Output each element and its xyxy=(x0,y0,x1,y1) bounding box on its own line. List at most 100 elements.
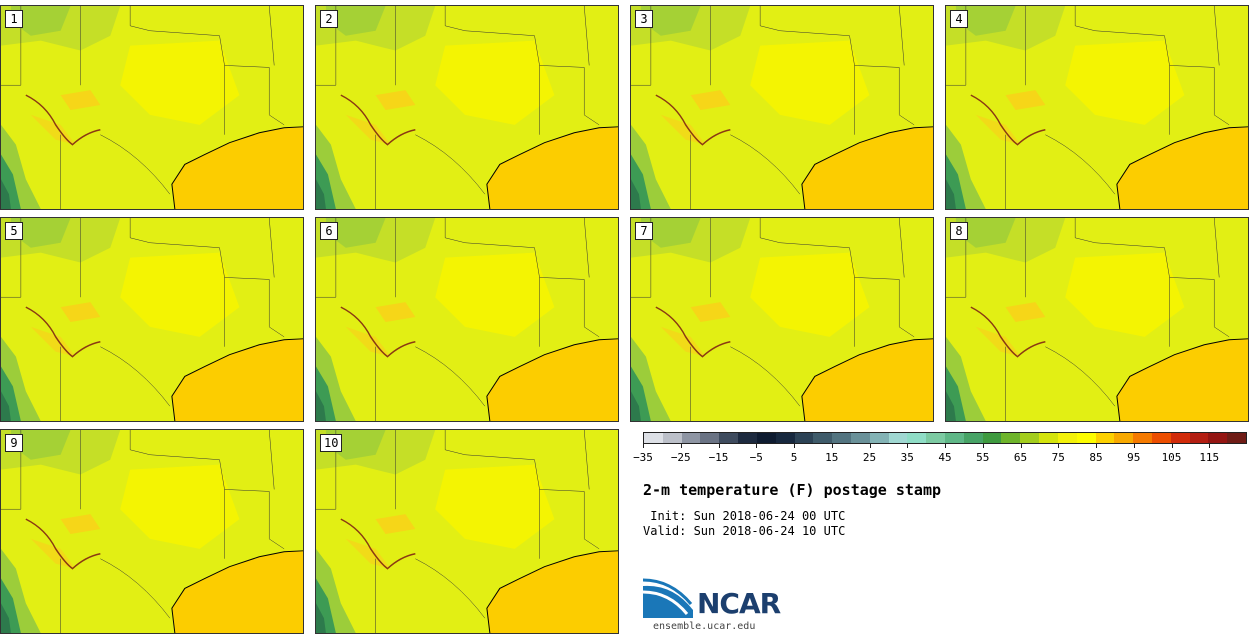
colorbar-tick-label: −25 xyxy=(670,451,691,464)
colorbar-tick-label: −35 xyxy=(633,451,653,464)
colorbar-swatch xyxy=(794,433,814,443)
member-label: 2 xyxy=(320,10,338,28)
colorbar xyxy=(643,432,1247,444)
colorbar-tick-label: 105 xyxy=(1161,451,1182,464)
colorbar-tick xyxy=(756,444,758,448)
member-label: 3 xyxy=(635,10,653,28)
colorbar-swatch xyxy=(1189,433,1209,443)
colorbar-tick xyxy=(794,444,795,448)
colorbar-swatch xyxy=(850,433,870,443)
colorbar-swatch xyxy=(738,433,757,443)
colorbar-tick-label: 65 xyxy=(1013,451,1028,464)
temperature-map xyxy=(1,6,303,209)
member-label: 8 xyxy=(950,222,968,240)
valid-time: Valid: Sun 2018-06-24 10 UTC xyxy=(643,524,846,538)
site-url: ensemble.ucar.edu xyxy=(653,621,756,632)
temperature-map xyxy=(631,218,933,421)
member-label: 6 xyxy=(320,222,338,240)
map-panel-3: 3 xyxy=(630,5,934,210)
colorbar-tick xyxy=(1209,444,1211,448)
colorbar-tick xyxy=(945,444,946,448)
colorbar-swatch xyxy=(719,433,739,443)
colorbar-swatch xyxy=(945,433,964,443)
map-panel-4: 4 xyxy=(945,5,1249,210)
colorbar-tick-label: −15 xyxy=(708,451,729,464)
member-label: 7 xyxy=(635,222,653,240)
colorbar-swatch xyxy=(644,433,663,443)
colorbar-tick-label: 55 xyxy=(976,451,990,464)
colorbar-tick-label: 15 xyxy=(825,451,839,464)
colorbar-swatch xyxy=(1020,433,1040,443)
map-panel-7: 7 xyxy=(630,217,934,422)
colorbar-swatch xyxy=(982,433,1002,443)
map-panel-6: 6 xyxy=(315,217,619,422)
temperature-map xyxy=(946,6,1248,209)
colorbar-tick xyxy=(680,444,682,448)
colorbar-swatch xyxy=(1208,433,1228,443)
map-panel-8: 8 xyxy=(945,217,1249,422)
init-time: Init: Sun 2018-06-24 00 UTC xyxy=(643,509,846,523)
member-label: 5 xyxy=(5,222,23,240)
colorbar-tick-label: 5 xyxy=(790,451,798,464)
colorbar-swatch xyxy=(813,433,833,443)
temperature-map xyxy=(316,430,618,633)
colorbar-swatch xyxy=(1057,433,1077,443)
colorbar-tick xyxy=(1171,444,1173,448)
member-label: 4 xyxy=(950,10,968,28)
ncar-logo-icon xyxy=(643,578,693,618)
colorbar-swatch xyxy=(832,433,851,443)
colorbar-tick xyxy=(643,444,644,448)
colorbar-swatch xyxy=(1170,433,1190,443)
temperature-map xyxy=(316,6,618,209)
colorbar-swatch xyxy=(1133,433,1152,443)
temperature-map xyxy=(946,218,1248,421)
map-panel-5: 5 xyxy=(0,217,304,422)
colorbar-swatch xyxy=(869,433,889,443)
colorbar-tick-label: 45 xyxy=(938,451,952,464)
colorbar-tick xyxy=(831,444,833,448)
temperature-map xyxy=(631,6,933,209)
map-panel-9: 9 xyxy=(0,429,304,634)
colorbar-swatch xyxy=(963,433,983,443)
colorbar-tick-label: 115 xyxy=(1199,451,1220,464)
colorbar-swatch xyxy=(1114,433,1134,443)
colorbar-tick-label: 75 xyxy=(1051,451,1065,464)
colorbar-swatch xyxy=(662,433,682,443)
colorbar-tick xyxy=(982,444,984,448)
colorbar-swatch xyxy=(1039,433,1058,443)
colorbar-tick-label: −5 xyxy=(749,451,763,464)
temperature-map xyxy=(316,218,618,421)
map-panel-10: 10 xyxy=(315,429,619,634)
colorbar-tick-label: 85 xyxy=(1089,451,1103,464)
colorbar-swatch xyxy=(775,433,795,443)
colorbar-tick xyxy=(1133,444,1135,448)
colorbar-tick xyxy=(1020,444,1022,448)
colorbar-swatch xyxy=(1095,433,1115,443)
colorbar-swatch xyxy=(1151,433,1171,443)
colorbar-tick xyxy=(718,444,720,448)
map-panel-2: 2 xyxy=(315,5,619,210)
temperature-map xyxy=(1,218,303,421)
colorbar-tick-label: 95 xyxy=(1127,451,1141,464)
colorbar-swatch xyxy=(1001,433,1021,443)
colorbar-tick-label: 35 xyxy=(900,451,914,464)
colorbar-swatch xyxy=(756,433,776,443)
colorbar-tick xyxy=(869,444,871,448)
colorbar-swatch xyxy=(926,433,945,443)
colorbar-swatch xyxy=(907,433,927,443)
colorbar-swatch xyxy=(1076,433,1096,443)
colorbar-tick xyxy=(1096,444,1097,448)
member-label: 9 xyxy=(5,434,23,452)
logo-text: NCAR xyxy=(697,587,781,620)
map-panel-1: 1 xyxy=(0,5,304,210)
colorbar-tick xyxy=(1058,444,1060,448)
colorbar-swatch xyxy=(681,433,701,443)
colorbar-swatch xyxy=(888,433,908,443)
colorbar-swatch xyxy=(1227,433,1246,443)
colorbar-ticks: −35 −25 −15 −5 5 15 25 35 45 55 65 75 85 95 105 115 xyxy=(633,444,1247,468)
colorbar-tick-label: 25 xyxy=(862,451,877,464)
plot-title: 2-m temperature (F) postage stamp xyxy=(643,481,942,499)
member-label: 10 xyxy=(320,434,343,452)
temperature-map xyxy=(1,430,303,633)
member-label: 1 xyxy=(5,10,23,28)
